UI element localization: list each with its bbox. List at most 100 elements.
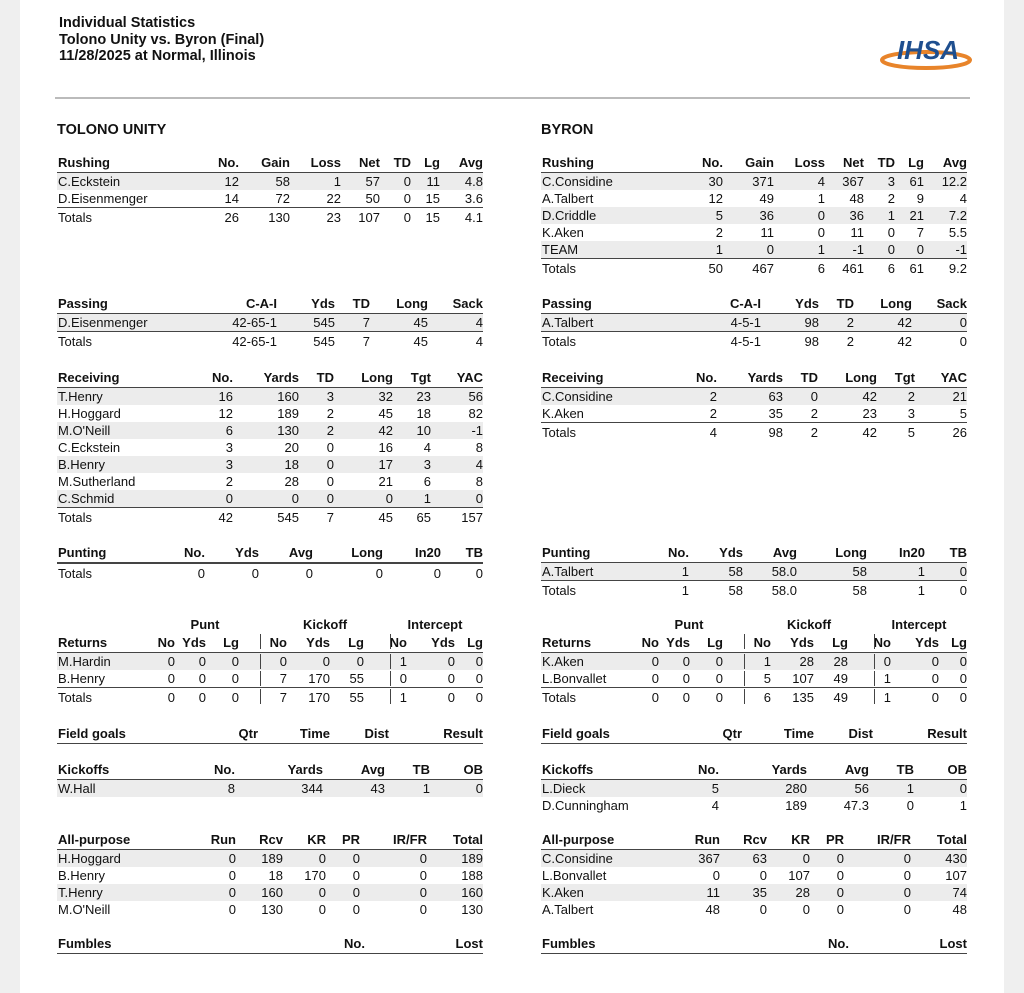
stat-value: 160 [277,389,299,404]
stat-section: All-purpose Run Rcv KR PR IR/FR Total H.Hoggard… [57,830,483,918]
stat-value: 4 [475,315,483,330]
stat-value: 0 [651,671,659,686]
stat-value: -1 [471,423,483,438]
stat-section: Rushing No. Gain Loss Net TD Lg Avg C.Considine 3… [541,153,967,278]
column-label: Avg [288,545,313,560]
stat-value: 5 [907,425,915,440]
header-row: Field goals Qtr Time Dist Result [57,724,483,744]
stat-value: 6 [423,474,431,489]
stat-value: 36 [849,208,864,223]
stat-value: 42 [897,334,912,349]
stat-value: 82 [468,406,483,421]
column-label: Lg [832,635,848,650]
stat-value: 0 [352,851,360,866]
stat-value: 0 [682,671,690,686]
stat-value: 1 [906,781,914,796]
stat-value: 1 [715,242,723,257]
stat-value: 4 [711,798,719,813]
stat-row: C.Considine 367 63 0 0 0 430 [541,850,967,867]
separator [744,634,745,649]
stat-value: 56 [468,389,483,404]
stat-value: 0 [291,491,299,506]
stat-row: W.Hall 8 344 43 1 0 [57,780,483,797]
stat-value: 545 [277,510,299,525]
player-name: TEAM [542,242,579,257]
stat-value: 48 [705,902,720,917]
stat-value: 1 [817,242,825,257]
separator [390,654,391,669]
header-row: Kickoffs No. Yards Avg TB OB [541,760,967,780]
player-name: Totals [542,690,576,705]
player-name: K.Aken [542,406,584,421]
stat-value: 0 [715,671,723,686]
stat-value: 0 [712,868,720,883]
stat-value: 0 [903,885,911,900]
section-title: Returns [542,635,592,650]
stat-value: 4 [475,457,483,472]
stat-value: 1 [887,208,895,223]
column-label: Yds [915,635,939,650]
stat-value: 189 [785,798,807,813]
stat-section: Punt Kickoff Intercept Returns No Yds Lg No Yds L… [541,617,967,707]
stat-value: 0 [403,191,411,206]
stat-row: Totals 42 545 7 45 65 157 [57,507,483,527]
stat-value: 56 [854,781,869,796]
column-label: PR [825,832,844,847]
player-name: A.Talbert [542,564,594,579]
stat-value: 1 [422,781,430,796]
section-title: Rushing [58,155,110,170]
stat-value: 130 [461,902,483,917]
stat-row: H.Hoggard 12 189 2 45 18 82 [57,405,483,422]
stat-value: 3 [326,389,334,404]
stat-value: 65 [416,510,431,525]
player-name: Totals [58,566,92,581]
stat-value: 188 [461,868,483,883]
column-label: Total [936,832,967,847]
stat-value: 8 [227,781,235,796]
stat-value: 7.2 [948,208,967,223]
player-name: M.O'Neill [58,902,111,917]
stat-value: 0 [836,902,844,917]
stat-value: 42-65-1 [232,315,277,330]
stat-value: 42-65-1 [232,334,277,349]
stat-value: 9 [916,191,924,206]
stat-value: 0 [475,654,483,669]
stat-value: 371 [752,174,774,189]
stat-value: 45 [378,510,393,525]
stat-value: 4.8 [464,174,483,189]
stat-value: 367 [698,851,720,866]
stat-value: 10 [416,423,431,438]
header-row: Returns No Yds Lg No Yds Lg No Yds Lg [541,633,967,653]
stat-value: 0 [959,690,967,705]
header-date: 11/28/2025 at Normal, Illinois [59,48,256,64]
column-label: No [389,635,407,650]
player-name: C.Considine [542,851,613,866]
section-title: Receiving [542,370,604,385]
stat-row: D.Eisenmenger 42-65-1 545 7 45 4 [57,314,483,331]
stat-value: 0 [225,491,233,506]
stat-value: 0 [352,885,360,900]
section-title: Punting [542,545,591,560]
stat-value: 12 [218,406,233,421]
column-label: Run [210,832,236,847]
stat-value: 98 [804,334,819,349]
stat-value: 2 [887,191,895,206]
stat-value: 0 [197,566,205,581]
stat-value: 160 [261,885,283,900]
stat-value: 55 [349,671,364,686]
stat-value: 16 [378,440,393,455]
stat-value: -1 [955,242,967,257]
column-label: Lg [424,155,440,170]
stat-value: 2 [715,225,723,240]
stat-value: 0 [167,690,175,705]
stat-value: 12 [224,174,239,189]
stat-value: 545 [313,315,335,330]
column-label: In20 [414,545,441,560]
column-label: Lg [908,155,924,170]
stat-value: 0 [279,654,287,669]
stat-value: 3 [907,406,915,421]
stat-value: 1 [917,583,925,598]
player-name: C.Eckstein [58,174,121,189]
player-name: D.Criddle [542,208,597,223]
column-label: Total [452,832,483,847]
